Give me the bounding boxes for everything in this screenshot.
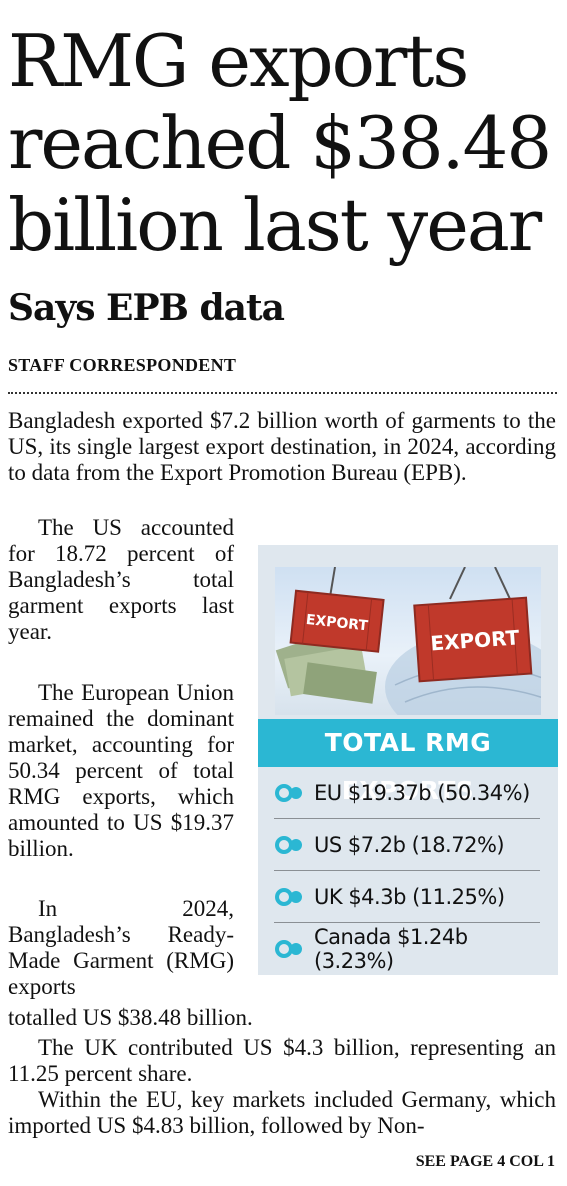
stat-item-uk: UK $4.3b (11.25%) xyxy=(274,871,540,923)
stat-item-canada: Canada $1.24b (3.23%) xyxy=(274,923,540,974)
export-containers-photo: EXPORT EXPORT xyxy=(275,567,541,715)
stat-label: UK $4.3b (11.25%) xyxy=(314,884,505,909)
subheadline: Says EPB data xyxy=(8,287,285,329)
double-ring-bullet-icon xyxy=(274,783,306,803)
infobox-title: TOTAL RMG EXPORTS xyxy=(258,719,558,805)
double-ring-bullet-icon xyxy=(274,835,306,855)
stat-label: US $7.2b (18.72%) xyxy=(314,832,505,857)
export-stats-list: EU $19.37b (50.34%) US $7.2b (18.72%) UK… xyxy=(274,767,540,974)
sidebar-infobox: EXPORT EXPORT TOTAL RMG EXPORTS EU $19.3… xyxy=(258,545,558,975)
dotted-divider xyxy=(8,392,557,394)
paragraph-us-share: The US accounted for 18.72 percent of Ba… xyxy=(8,515,234,644)
stat-label: EU $19.37b (50.34%) xyxy=(314,780,530,805)
headline: RMG exports reached $38.48 billion last … xyxy=(8,19,552,267)
export-containers-illustration: EXPORT EXPORT xyxy=(275,567,541,715)
double-ring-bullet-icon xyxy=(274,887,306,907)
stat-item-eu: EU $19.37b (50.34%) xyxy=(274,767,540,819)
double-ring-bullet-icon xyxy=(274,939,306,959)
stat-label: Canada $1.24b (3.23%) xyxy=(314,924,468,973)
paragraph-total-exports: In 2024, Bangladesh’s Ready-Made Garment… xyxy=(8,896,234,999)
paragraph-intro: Bangladesh exported $7.2 billion worth o… xyxy=(8,408,556,485)
paragraph-eu-share: The European Union remained the dominant… xyxy=(8,680,234,861)
stat-item-us: US $7.2b (18.72%) xyxy=(274,819,540,871)
continuation-jump: SEE PAGE 4 COL 1 xyxy=(415,1153,555,1170)
container-label-left: EXPORT xyxy=(305,612,369,634)
paragraph-uk-share: The UK contributed US $4.3 billion, repr… xyxy=(8,1035,556,1086)
byline: STAFF CORRESPONDENT xyxy=(8,355,237,375)
paragraph-eu-markets: Within the EU, key markets included Germ… xyxy=(8,1087,556,1138)
paragraph-total-exports-cont: totalled US $38.48 billion. xyxy=(8,1005,253,1030)
